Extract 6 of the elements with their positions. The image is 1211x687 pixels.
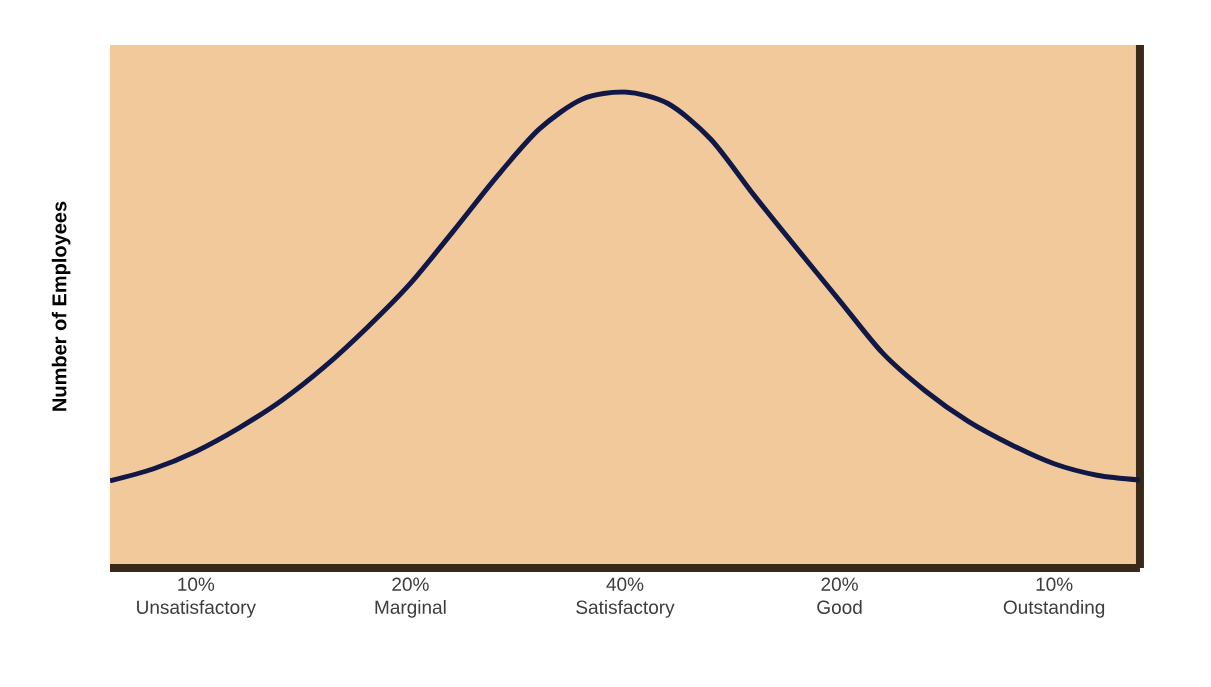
x-tick-label: 10% Unsatisfactory <box>137 577 256 618</box>
x-tick-label: 10% Outstanding <box>1003 577 1105 618</box>
x-tick-label: 40% Satisfactory <box>576 577 675 618</box>
x-tick-label: 20% Good <box>817 577 862 614</box>
x-tick-label: 20% Marginal <box>375 577 446 618</box>
y-axis-title: Number of Employees <box>51 201 71 411</box>
